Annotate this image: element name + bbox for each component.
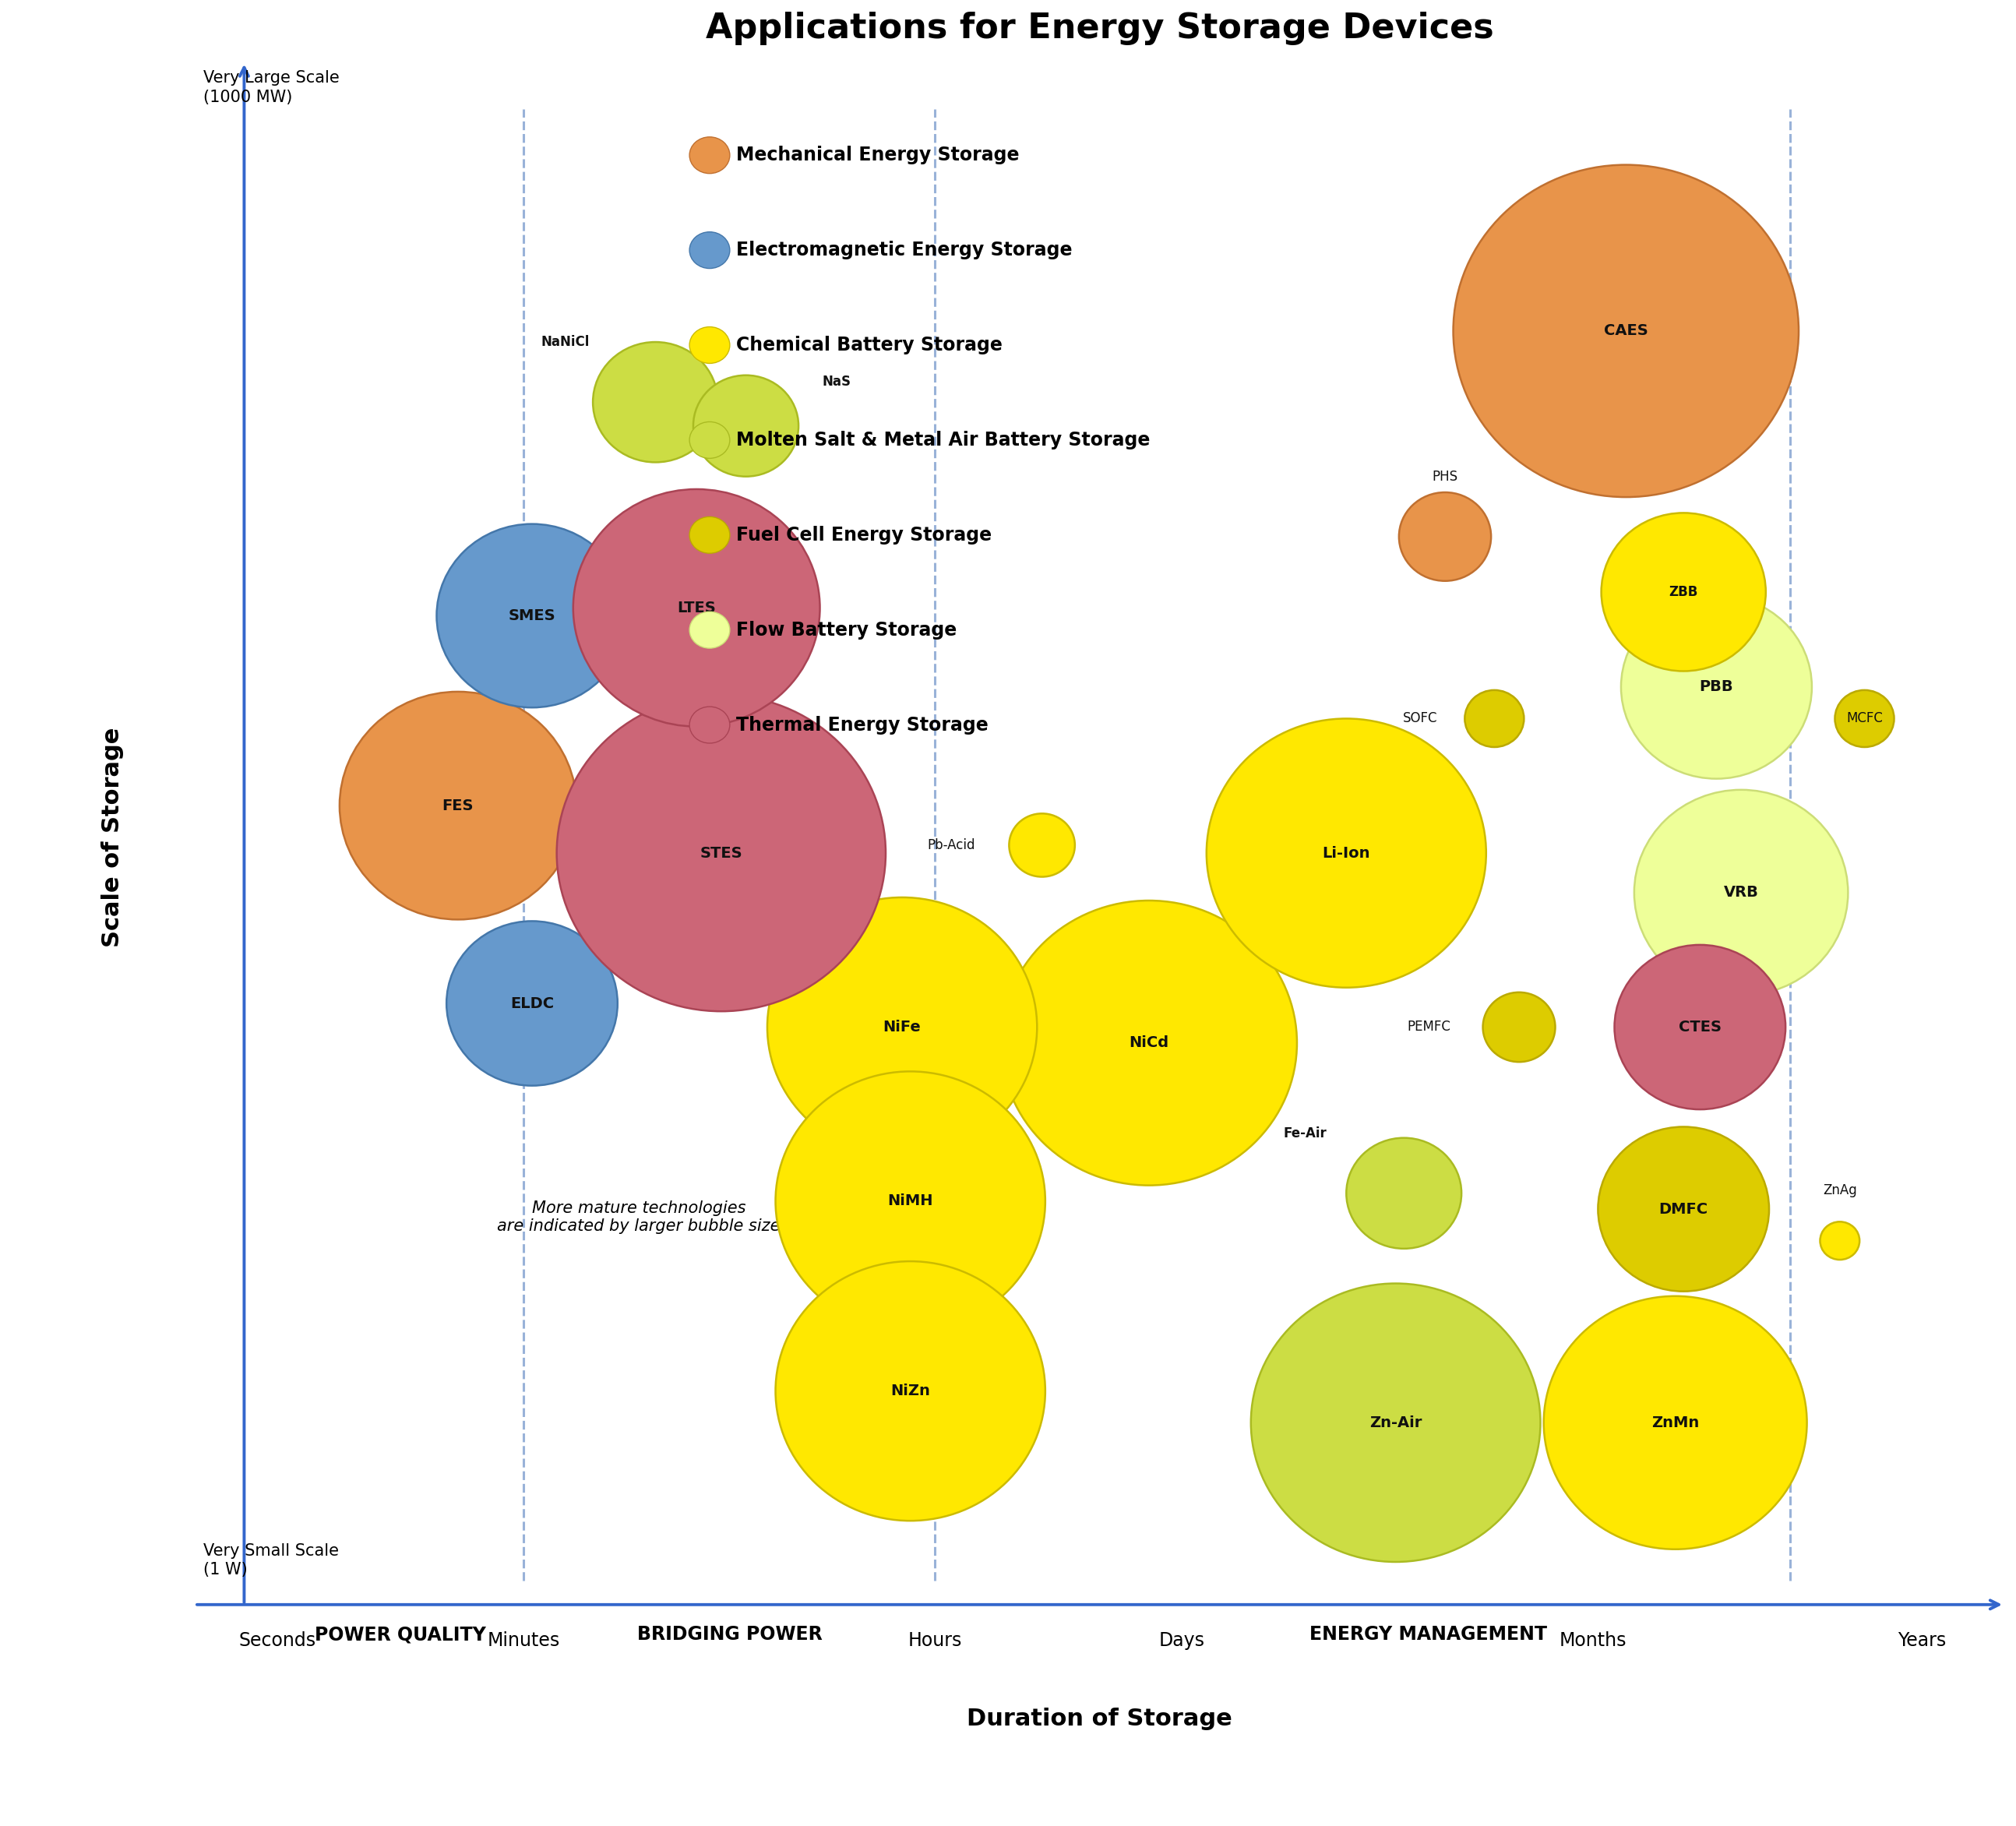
- Text: Months: Months: [1558, 1631, 1627, 1651]
- Circle shape: [1466, 690, 1524, 747]
- Circle shape: [776, 1072, 1044, 1331]
- Text: PEMFC: PEMFC: [1407, 1021, 1450, 1034]
- Text: Minutes: Minutes: [488, 1631, 560, 1651]
- Text: Zn-Air: Zn-Air: [1369, 1415, 1421, 1430]
- Text: Thermal Energy Storage: Thermal Energy Storage: [736, 716, 988, 734]
- Text: FES: FES: [442, 798, 474, 813]
- Circle shape: [1635, 791, 1849, 995]
- Text: POWER QUALITY: POWER QUALITY: [314, 1625, 486, 1643]
- Text: ELDC: ELDC: [510, 995, 554, 1012]
- Circle shape: [776, 1262, 1044, 1521]
- Text: DMFC: DMFC: [1659, 1202, 1708, 1216]
- Circle shape: [339, 692, 577, 920]
- Circle shape: [446, 920, 617, 1086]
- Text: NiFe: NiFe: [883, 1019, 921, 1035]
- Text: NaS: NaS: [823, 374, 851, 389]
- Text: ZBB: ZBB: [1669, 584, 1697, 599]
- Text: Pb-Acid: Pb-Acid: [927, 838, 976, 853]
- Text: Seconds: Seconds: [238, 1631, 317, 1651]
- Circle shape: [694, 376, 798, 477]
- Text: VRB: VRB: [1724, 886, 1758, 900]
- Text: Scale of Storage: Scale of Storage: [101, 727, 123, 948]
- Text: Hours: Hours: [907, 1631, 962, 1651]
- Circle shape: [1484, 992, 1554, 1063]
- Text: CAES: CAES: [1605, 323, 1647, 338]
- Text: SOFC: SOFC: [1403, 712, 1437, 725]
- Text: Chemical Battery Storage: Chemical Battery Storage: [736, 336, 1002, 354]
- Circle shape: [573, 489, 821, 727]
- Circle shape: [1250, 1284, 1540, 1561]
- Circle shape: [1000, 900, 1296, 1185]
- Circle shape: [1835, 690, 1895, 747]
- Text: Duration of Storage: Duration of Storage: [968, 1707, 1232, 1729]
- Text: ENERGY MANAGEMENT: ENERGY MANAGEMENT: [1310, 1625, 1548, 1643]
- Text: MCFC: MCFC: [1847, 712, 1883, 725]
- Text: Fuel Cell Energy Storage: Fuel Cell Energy Storage: [736, 526, 992, 544]
- Text: Very Large Scale
(1000 MW): Very Large Scale (1000 MW): [204, 69, 339, 104]
- Text: Fe-Air: Fe-Air: [1284, 1127, 1327, 1139]
- Circle shape: [768, 897, 1036, 1158]
- Text: PBB: PBB: [1699, 679, 1734, 694]
- Circle shape: [1615, 944, 1786, 1110]
- Text: Very Small Scale
(1 W): Very Small Scale (1 W): [204, 1543, 339, 1578]
- Text: Electromagnetic Energy Storage: Electromagnetic Energy Storage: [736, 241, 1073, 259]
- Text: NiCd: NiCd: [1129, 1035, 1169, 1050]
- Circle shape: [1599, 1127, 1770, 1291]
- Circle shape: [556, 696, 885, 1012]
- Text: Mechanical Energy Storage: Mechanical Energy Storage: [736, 146, 1018, 164]
- Text: Molten Salt & Metal Air Battery Storage: Molten Salt & Metal Air Battery Storage: [736, 431, 1149, 449]
- Text: More mature technologies
are indicated by larger bubble size: More mature technologies are indicated b…: [498, 1200, 780, 1234]
- Circle shape: [1347, 1138, 1462, 1249]
- Circle shape: [1601, 513, 1766, 672]
- Text: Flow Battery Storage: Flow Battery Storage: [736, 621, 956, 639]
- Text: STES: STES: [700, 845, 742, 860]
- Text: Li-Ion: Li-Ion: [1322, 845, 1371, 860]
- Circle shape: [1010, 814, 1075, 876]
- Text: ZnMn: ZnMn: [1651, 1415, 1699, 1430]
- Text: SMES: SMES: [508, 608, 556, 623]
- Circle shape: [593, 341, 718, 462]
- Circle shape: [1399, 493, 1492, 581]
- Text: LTES: LTES: [677, 601, 716, 615]
- Circle shape: [1206, 719, 1486, 988]
- Text: PHS: PHS: [1431, 469, 1458, 484]
- Text: Years: Years: [1897, 1631, 1945, 1651]
- Text: Days: Days: [1159, 1631, 1206, 1651]
- Circle shape: [437, 524, 627, 707]
- Circle shape: [1454, 164, 1798, 497]
- Text: NaNiCl: NaNiCl: [540, 334, 589, 349]
- Text: NiMH: NiMH: [887, 1194, 933, 1209]
- Circle shape: [1544, 1296, 1806, 1548]
- Title: Applications for Energy Storage Devices: Applications for Energy Storage Devices: [706, 11, 1494, 46]
- Text: CTES: CTES: [1679, 1019, 1722, 1035]
- Circle shape: [1820, 1222, 1859, 1260]
- Text: NiZn: NiZn: [891, 1384, 929, 1399]
- Text: BRIDGING POWER: BRIDGING POWER: [637, 1625, 823, 1643]
- Circle shape: [1621, 595, 1812, 778]
- Text: ZnAg: ZnAg: [1822, 1183, 1857, 1198]
